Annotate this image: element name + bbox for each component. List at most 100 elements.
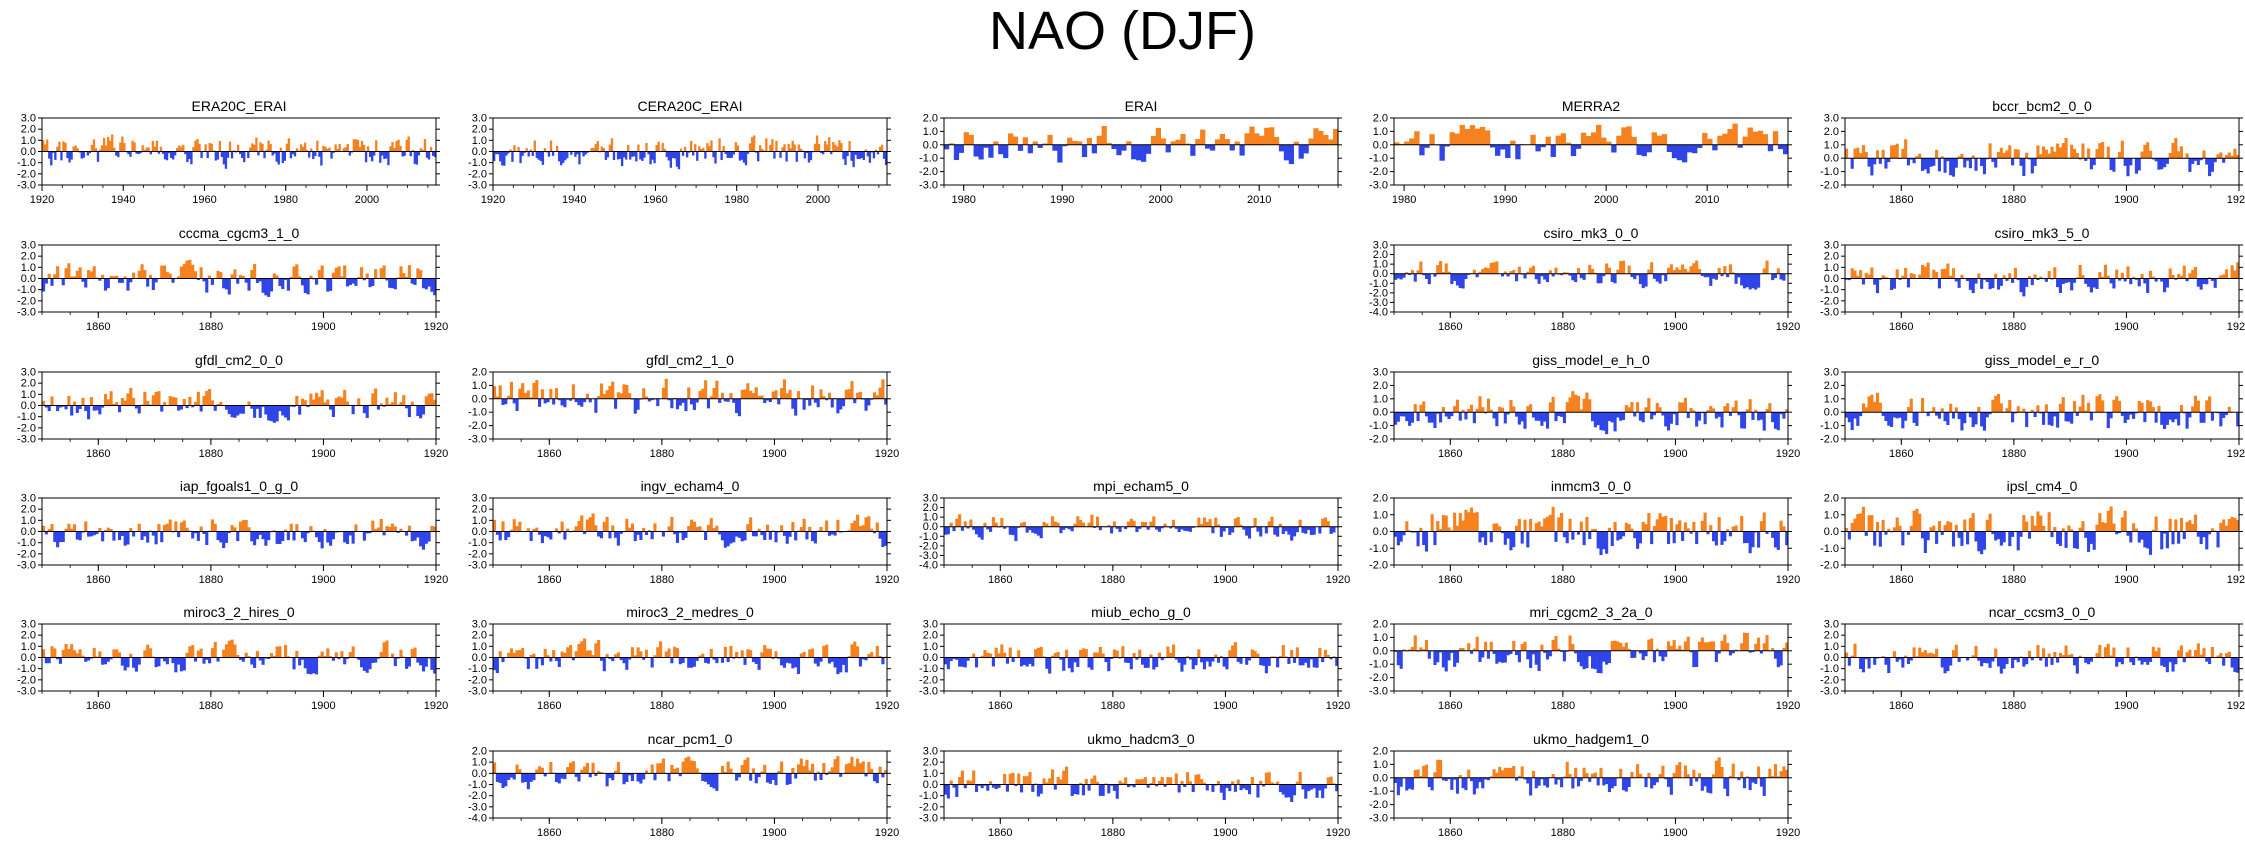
negative-bar	[1641, 412, 1645, 423]
positive-bar	[310, 148, 313, 152]
positive-bar	[1267, 521, 1271, 527]
positive-bar	[1658, 513, 1662, 532]
positive-bar	[2193, 650, 2198, 658]
positive-bar	[729, 392, 733, 399]
y-tick-label: 0.0	[1824, 652, 1839, 664]
positive-bar	[1875, 522, 1880, 532]
negative-bar	[754, 773, 758, 784]
positive-bar	[1957, 156, 1961, 159]
negative-bar	[1430, 412, 1434, 423]
positive-bar	[2078, 406, 2082, 413]
positive-bar	[881, 379, 885, 399]
positive-bar	[299, 144, 303, 152]
positive-bar	[275, 275, 279, 279]
positive-bar	[838, 140, 841, 152]
negative-bar	[117, 151, 120, 158]
positive-bar	[1742, 136, 1748, 145]
negative-bar	[868, 151, 872, 163]
positive-bar	[1712, 641, 1716, 651]
negative-bar	[1892, 278, 1896, 289]
positive-bar	[1028, 771, 1032, 785]
negative-bar	[1028, 526, 1032, 531]
negative-bar	[523, 773, 528, 782]
y-tick-label: 2.0	[472, 367, 487, 379]
positive-bar	[2061, 143, 2065, 159]
positive-bar	[2188, 273, 2192, 279]
negative-bar	[720, 657, 725, 663]
positive-bar	[1469, 507, 1474, 532]
negative-bar	[1742, 412, 1747, 429]
positive-bar	[968, 134, 974, 145]
negative-bar	[1915, 412, 1919, 426]
negative-bar	[1957, 412, 1961, 420]
positive-bar	[856, 514, 860, 532]
negative-bar	[1638, 273, 1642, 285]
negative-bar	[1439, 412, 1443, 423]
negative-bar	[1847, 531, 1851, 540]
positive-bar	[1003, 652, 1007, 658]
positive-bar	[878, 387, 882, 399]
negative-bar	[1288, 144, 1294, 165]
positive-bar	[1870, 515, 1874, 532]
positive-bar	[515, 650, 519, 658]
negative-bar	[884, 151, 888, 166]
positive-bar	[1920, 398, 1925, 413]
positive-bar	[1249, 126, 1255, 145]
positive-bar	[249, 147, 252, 152]
negative-bar	[1607, 777, 1611, 793]
negative-bar	[495, 151, 498, 155]
positive-bar	[390, 402, 395, 406]
negative-bar	[132, 531, 136, 537]
positive-bar	[600, 146, 603, 152]
negative-bar	[1985, 657, 1989, 664]
negative-bar	[1515, 777, 1519, 781]
negative-bar	[47, 405, 51, 412]
negative-bar	[1469, 650, 1474, 654]
positive-bar	[1932, 269, 1936, 279]
positive-bar	[751, 768, 756, 774]
negative-bar	[134, 657, 138, 672]
positive-bar	[712, 527, 716, 532]
negative-bar	[628, 657, 632, 660]
positive-bar	[407, 265, 411, 279]
positive-bar	[1551, 396, 1555, 413]
positive-bar	[811, 763, 815, 774]
negative-bar	[1613, 777, 1617, 787]
positive-bar	[599, 383, 604, 399]
negative-bar	[1273, 526, 1277, 535]
negative-bar	[512, 398, 516, 404]
negative-bar	[331, 405, 335, 417]
y-tick-label: 0.0	[1373, 526, 1388, 538]
negative-bar	[56, 405, 60, 412]
positive-bar	[219, 401, 223, 406]
positive-bar	[2179, 146, 2184, 159]
negative-bar	[227, 405, 231, 415]
negative-bar	[1475, 777, 1479, 789]
negative-bar	[606, 151, 610, 158]
negative-bar	[1920, 158, 1925, 171]
negative-bar	[675, 531, 680, 543]
panel-title: ukmo_hadcm3_0	[1087, 731, 1195, 747]
positive-bar	[722, 146, 725, 152]
positive-bar	[775, 140, 778, 152]
negative-bar	[862, 151, 865, 160]
positive-bar	[1510, 140, 1516, 145]
negative-bar	[2117, 657, 2122, 662]
negative-bar	[577, 398, 581, 406]
positive-bar	[2179, 645, 2184, 658]
negative-bar	[825, 398, 829, 401]
positive-bar	[375, 140, 378, 152]
positive-bar	[1582, 767, 1586, 778]
y-tick-label: -1.0	[1369, 153, 1388, 165]
negative-bar	[1219, 784, 1223, 793]
negative-bar	[619, 531, 623, 534]
positive-bar	[2002, 275, 2006, 279]
positive-bar	[608, 144, 612, 152]
negative-bar	[1999, 278, 2003, 286]
negative-bar	[757, 657, 761, 670]
negative-bar	[2042, 412, 2046, 425]
positive-bar	[1436, 521, 1440, 532]
y-tick-label: -3.0	[17, 434, 36, 446]
negative-bar	[1926, 158, 1930, 174]
positive-bar	[1216, 781, 1221, 785]
